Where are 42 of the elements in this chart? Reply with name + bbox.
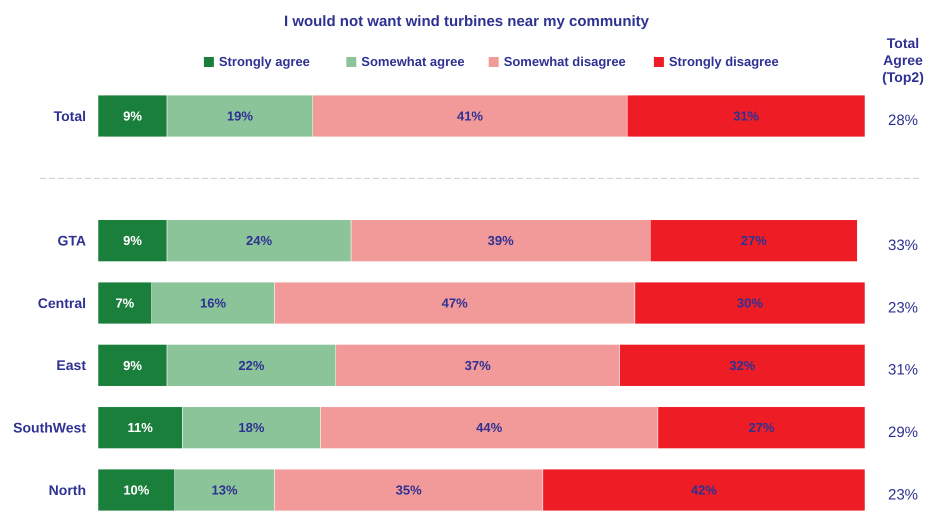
- data-label: 44%: [476, 420, 503, 436]
- data-label: 27%: [748, 420, 775, 436]
- text: 23%: [888, 486, 918, 504]
- data-label: 13%: [212, 482, 238, 498]
- data-label: 9%: [123, 108, 142, 124]
- legend-label: Strongly disagree: [668, 54, 779, 69]
- data-label: 42%: [690, 482, 718, 498]
- data-label: 9%: [123, 233, 142, 248]
- y-tick-label: SouthWest: [13, 420, 86, 436]
- text: Total Agree (Top2): [882, 35, 924, 85]
- y-tick-label: East: [56, 357, 86, 374]
- data-label: 22%: [238, 358, 265, 373]
- data-label: 35%: [396, 482, 422, 498]
- y-tick-label: Central: [38, 294, 86, 311]
- data-label: 9%: [123, 358, 142, 373]
- legend-label: Somewhat agree: [361, 54, 465, 69]
- data-label: 39%: [488, 233, 514, 248]
- data-label: 7%: [115, 296, 135, 311]
- data-label: 10%: [123, 482, 150, 498]
- data-label: 16%: [200, 296, 226, 311]
- legend-label: Somewhat disagree: [504, 54, 626, 69]
- data-label: 19%: [226, 108, 254, 124]
- data-label: 27%: [740, 233, 768, 248]
- chart-title: I would not want wind turbines near my community: [284, 13, 650, 30]
- data-label: 30%: [736, 296, 764, 311]
- data-label: 41%: [456, 108, 484, 124]
- data-label: 47%: [442, 296, 468, 311]
- y-tick-label: GTA: [57, 232, 86, 249]
- data-label: 24%: [246, 233, 273, 248]
- data-label: 11%: [128, 420, 154, 436]
- data-label: 31%: [733, 108, 760, 124]
- text: 33%: [888, 236, 918, 254]
- data-label: 37%: [464, 358, 492, 373]
- data-label: 18%: [238, 420, 265, 436]
- text: 31%: [888, 362, 918, 379]
- text: 28%: [888, 112, 918, 130]
- y-tick-label: North: [48, 482, 86, 498]
- legend-label: Strongly agree: [218, 54, 310, 69]
- text: 29%: [888, 424, 918, 441]
- data-label: 32%: [729, 358, 756, 373]
- y-tick-label: Total: [54, 108, 86, 124]
- text: 23%: [888, 299, 918, 316]
